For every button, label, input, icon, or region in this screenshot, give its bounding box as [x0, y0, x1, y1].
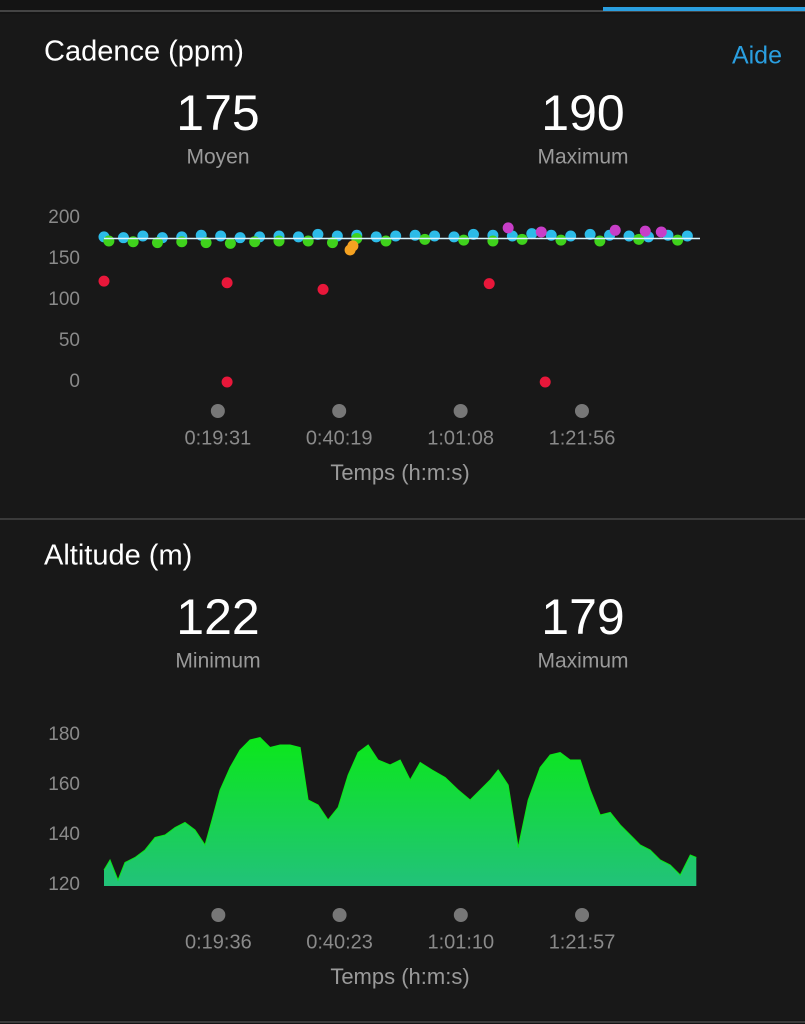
cadence-point — [302, 235, 314, 247]
x-tick-dot — [332, 404, 347, 418]
y-tick-label: 180 — [48, 724, 80, 745]
stat-label: Maximum — [537, 650, 628, 673]
cadence-point — [448, 231, 460, 243]
x-tick-label: 0:19:36 — [185, 931, 252, 953]
cadence-point — [390, 230, 402, 242]
cadence-point — [200, 237, 212, 249]
cadence-point — [224, 237, 236, 249]
stat-label: Maximum — [537, 146, 628, 169]
cadence-point — [221, 277, 233, 289]
cadence-point — [633, 233, 645, 245]
cadence-point — [467, 228, 479, 240]
stat-label: Moyen — [186, 146, 249, 169]
x-tick-label: 1:01:08 — [427, 427, 494, 449]
cadence-point — [458, 234, 470, 246]
cadence-point — [681, 230, 693, 242]
cadence-card — [0, 14, 805, 518]
y-tick-label: 120 — [48, 874, 80, 895]
cadence-point — [380, 235, 392, 247]
y-tick-label: 100 — [48, 289, 80, 310]
stat-value: 190 — [541, 85, 624, 141]
cadence-point — [584, 228, 596, 240]
cadence-point — [594, 235, 606, 247]
card-title: Altitude (m) — [44, 540, 192, 572]
stat-value: 175 — [176, 85, 259, 141]
cadence-point — [347, 240, 359, 252]
y-tick-label: 160 — [48, 774, 80, 795]
x-tick-dot — [574, 404, 589, 418]
cadence-point — [609, 224, 621, 236]
cadence-point — [502, 222, 514, 234]
stat-value: 122 — [176, 589, 259, 645]
cadence-point — [623, 230, 635, 242]
cadence-point — [234, 232, 246, 244]
x-tick-dot — [453, 908, 468, 922]
x-tick-label: 0:40:23 — [306, 931, 373, 953]
cadence-point — [117, 232, 129, 244]
x-tick-dot — [453, 404, 468, 418]
y-tick-label: 200 — [48, 207, 80, 228]
cadence-point — [221, 376, 233, 388]
cadence-point — [565, 230, 577, 242]
cadence-point — [516, 233, 528, 245]
stat-label: Minimum — [175, 650, 260, 673]
altitude-line — [103, 736, 697, 882]
cadence-point — [526, 228, 538, 240]
area-fill — [104, 737, 697, 886]
help-link[interactable]: Aide — [732, 42, 782, 70]
x-tick-label: 1:01:10 — [427, 931, 494, 953]
cadence-point — [539, 376, 551, 388]
cadence-point — [370, 231, 382, 243]
cadence-point — [639, 225, 651, 237]
x-tick-dot — [211, 908, 226, 922]
cadence-point — [103, 235, 115, 247]
x-tick-dot — [332, 908, 347, 922]
cadence-point — [98, 275, 110, 287]
cadence-point — [655, 226, 667, 238]
cadence-point — [317, 283, 329, 295]
cadence-point — [419, 233, 431, 245]
cadence-point — [215, 230, 227, 242]
cadence-point — [292, 231, 304, 243]
x-tick-label: 0:19:31 — [184, 427, 251, 449]
cadence-point — [487, 235, 499, 247]
cadence-point — [326, 237, 338, 249]
y-tick-label: 150 — [48, 248, 80, 269]
y-tick-label: 0 — [69, 371, 80, 392]
card-title: Cadence (ppm) — [44, 36, 244, 68]
cadence-point — [672, 234, 684, 246]
cadence-point — [273, 235, 285, 247]
y-tick-label: 140 — [48, 824, 80, 845]
x-axis-label: Temps (h:m:s) — [330, 460, 469, 485]
x-tick-label: 1:21:57 — [549, 931, 616, 953]
x-tick-dot — [575, 908, 590, 922]
x-tick-dot — [210, 404, 225, 418]
cadence-point — [137, 230, 149, 242]
x-axis-label: Temps (h:m:s) — [330, 964, 469, 989]
cadence-point — [483, 278, 495, 290]
x-tick-label: 1:21:56 — [549, 427, 616, 449]
cadence-point — [151, 237, 163, 249]
stat-value: 179 — [541, 589, 624, 645]
cadence-point — [312, 228, 324, 240]
cadence-point — [555, 234, 567, 246]
cadence-point — [535, 226, 547, 238]
y-tick-label: 50 — [59, 330, 80, 351]
x-tick-label: 0:40:19 — [306, 427, 373, 449]
cadence-point — [429, 230, 441, 242]
